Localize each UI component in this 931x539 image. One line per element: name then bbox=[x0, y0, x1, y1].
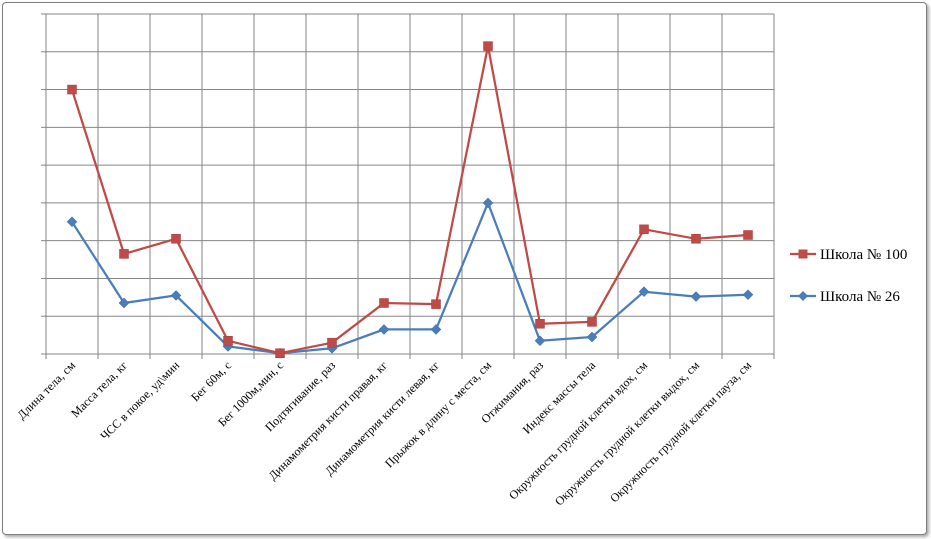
data-point bbox=[378, 324, 390, 335]
data-point bbox=[742, 289, 754, 301]
legend-label: Школа № 26 bbox=[820, 289, 900, 305]
legend-item: Школа № 100 bbox=[790, 247, 907, 263]
data-point bbox=[327, 337, 337, 348]
series-1 bbox=[67, 41, 753, 358]
data-point bbox=[639, 224, 649, 235]
data-point bbox=[535, 319, 545, 329]
x-tick-label: Бег 60м, с bbox=[188, 358, 234, 404]
data-point bbox=[223, 336, 233, 346]
data-point bbox=[482, 197, 494, 209]
data-point bbox=[638, 286, 650, 298]
legend-marker bbox=[798, 291, 808, 301]
data-point bbox=[430, 324, 442, 335]
data-point bbox=[119, 249, 129, 259]
data-point bbox=[534, 335, 546, 347]
x-tick-label: Прыжок в длину с места, см bbox=[382, 358, 494, 470]
series-line bbox=[71, 201, 749, 355]
data-point bbox=[483, 41, 493, 51]
data-point bbox=[587, 317, 597, 327]
data-point bbox=[379, 298, 389, 308]
data-point bbox=[586, 331, 598, 343]
data-point bbox=[431, 299, 441, 309]
legend-label: Школа № 100 bbox=[820, 247, 907, 263]
series-2 bbox=[66, 197, 754, 359]
data-point bbox=[691, 234, 701, 244]
series-layer bbox=[66, 41, 754, 359]
series-line bbox=[70, 44, 749, 355]
data-point bbox=[66, 216, 78, 228]
data-point bbox=[690, 291, 702, 302]
data-point bbox=[743, 230, 753, 240]
data-point bbox=[171, 234, 181, 244]
data-point bbox=[275, 348, 285, 358]
legend-item: Школа № 26 bbox=[790, 289, 900, 305]
axes bbox=[41, 13, 775, 359]
data-point bbox=[170, 290, 182, 301]
data-point bbox=[67, 84, 77, 95]
legend: Школа № 100 Школа № 26 bbox=[790, 247, 907, 305]
legend-marker bbox=[798, 249, 808, 259]
data-point bbox=[118, 297, 130, 309]
